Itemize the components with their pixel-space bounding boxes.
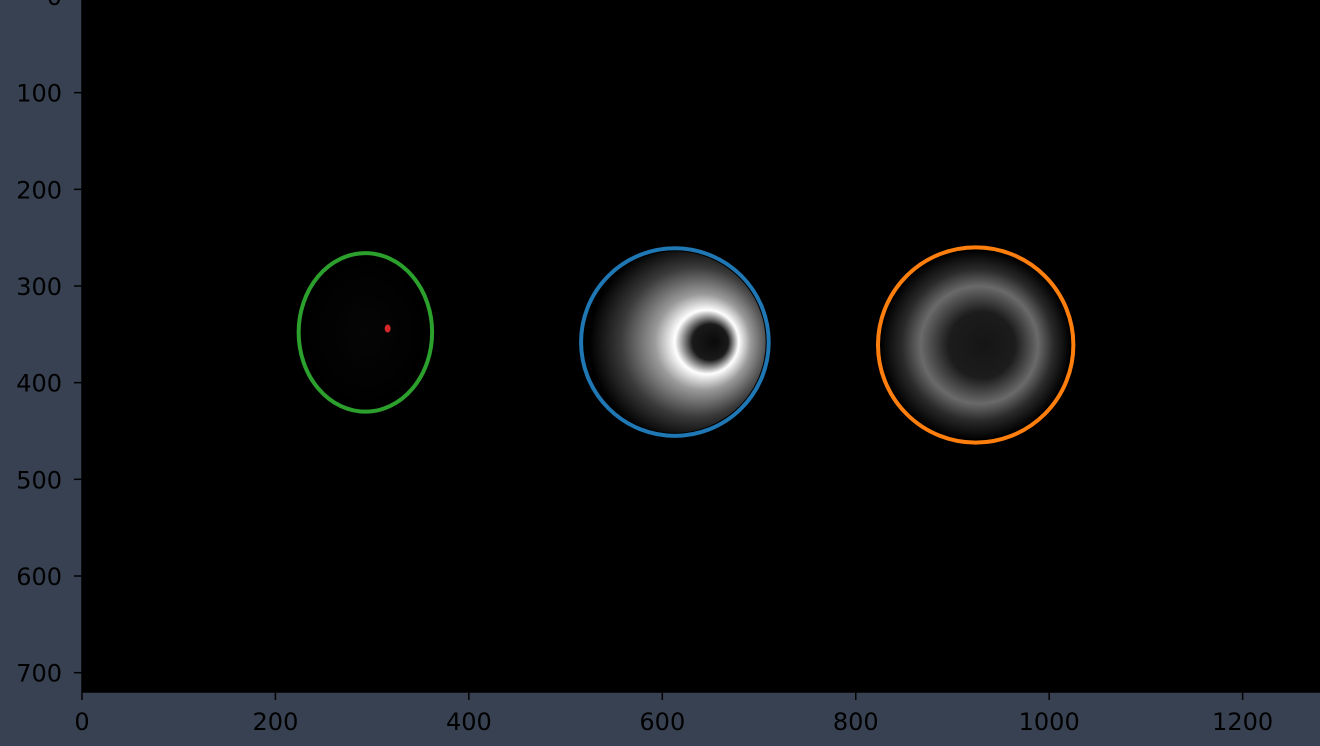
object-2-outline — [875, 245, 1076, 445]
image-objects — [296, 245, 1076, 445]
x-tick-label: 1000 — [1019, 708, 1080, 736]
x-tick-label: 200 — [253, 708, 299, 736]
object-0-marker — [384, 324, 391, 333]
object-0-outline — [296, 251, 435, 414]
y-axis: 0 100 200 300 400 500 600 700 — [16, 0, 83, 692]
y-tick-label: 200 — [16, 176, 62, 204]
y-tick-label: 700 — [16, 660, 62, 688]
y-tick-label: 500 — [16, 466, 62, 494]
y-tick-label: 100 — [16, 80, 62, 108]
y-tick-label: 0 — [47, 0, 62, 11]
x-tick-label: 1200 — [1212, 708, 1273, 736]
object-1-fill — [584, 251, 766, 433]
object-1-outline — [579, 246, 771, 438]
x-tick-label: 800 — [833, 708, 879, 736]
y-tick-label: 300 — [16, 273, 62, 301]
y-tick-label: 600 — [16, 563, 62, 591]
x-axis: 0 200 400 600 800 1000 1200 — [74, 691, 1320, 736]
x-tick-label: 400 — [446, 708, 492, 736]
x-tick-label: 0 — [74, 708, 89, 736]
object-2-fill — [880, 250, 1071, 440]
y-tick-label: 400 — [16, 370, 62, 398]
object-0-fill — [301, 256, 430, 409]
x-tick-label: 600 — [639, 708, 685, 736]
